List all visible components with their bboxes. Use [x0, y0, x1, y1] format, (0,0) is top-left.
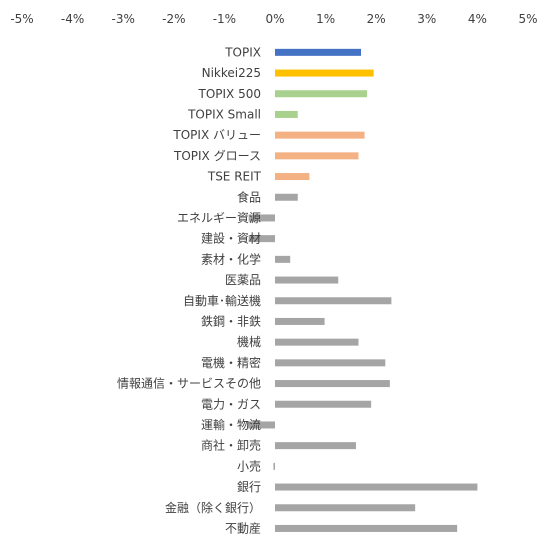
category-label: TOPIX バリュー — [172, 128, 261, 142]
category-label: 電機・精密 — [201, 355, 261, 370]
bar — [275, 193, 298, 201]
category-label: 不動産 — [225, 520, 261, 535]
bar — [275, 255, 291, 263]
category-label: 金融（除く銀行） — [165, 500, 261, 515]
category-label: 機械 — [237, 334, 261, 349]
category-label: エネルギー資源 — [177, 211, 261, 225]
category-label: 自動車･輸送機 — [183, 293, 261, 308]
bar — [275, 90, 368, 98]
bar — [275, 380, 390, 388]
category-label: 小売 — [237, 458, 261, 473]
category-label: 運輸・物流 — [201, 417, 261, 432]
bar — [275, 48, 362, 56]
bar — [275, 152, 359, 160]
category-labels: TOPIX Nikkei225 TOPIX 500 TOPIX Small TOPIX … — [117, 45, 262, 535]
bars — [247, 48, 478, 532]
x-tick-labels: -5% -4% -3% -2% -1% 0% 1% 2% 3% 4% 5% — [10, 12, 537, 26]
category-label: 電力・ガス — [201, 397, 261, 411]
bar — [275, 400, 372, 408]
bar — [247, 421, 275, 429]
x-tick-label: -2% — [162, 12, 185, 26]
category-label: 商社・卸売 — [201, 438, 261, 453]
x-tick-label: 4% — [468, 12, 487, 26]
category-label: TOPIX 500 — [198, 87, 262, 101]
x-tick-label: 3% — [417, 12, 436, 26]
x-tick-label: 0% — [265, 12, 284, 26]
bar — [275, 131, 365, 139]
category-label: TOPIX Small — [187, 107, 261, 121]
bar — [275, 442, 356, 450]
x-tick-label: -1% — [213, 12, 236, 26]
bar — [275, 317, 325, 325]
category-label: 医薬品 — [225, 273, 261, 287]
bar — [275, 524, 458, 532]
bar — [248, 214, 275, 222]
category-label: Nikkei225 — [202, 66, 261, 80]
bar — [275, 173, 310, 181]
x-tick-label: -3% — [112, 12, 135, 26]
bar — [275, 69, 374, 77]
category-label: TOPIX — [224, 45, 261, 59]
category-label: 素材・化学 — [201, 251, 261, 266]
bar — [273, 462, 275, 470]
category-label: 銀行 — [237, 480, 261, 494]
bar — [275, 297, 392, 305]
bar — [275, 110, 298, 118]
category-label: 鉄鋼・非鉄 — [201, 313, 261, 328]
bar — [275, 359, 386, 367]
bar — [275, 276, 339, 284]
x-tick-label: -4% — [61, 12, 84, 26]
x-tick-label: 2% — [367, 12, 386, 26]
bar — [275, 504, 416, 512]
category-label: 建設・資材 — [201, 231, 261, 246]
bar — [275, 338, 359, 346]
category-label: 食品 — [237, 189, 261, 204]
category-label: TSE REIT — [207, 170, 262, 184]
bar — [248, 235, 275, 243]
category-label: 情報通信・サービスその他 — [117, 377, 261, 391]
category-label: TOPIX グロース — [173, 149, 261, 163]
bar — [275, 483, 478, 491]
x-tick-label: 1% — [316, 12, 335, 26]
x-tick-label: 5% — [518, 12, 537, 26]
x-tick-label: -5% — [10, 12, 33, 26]
